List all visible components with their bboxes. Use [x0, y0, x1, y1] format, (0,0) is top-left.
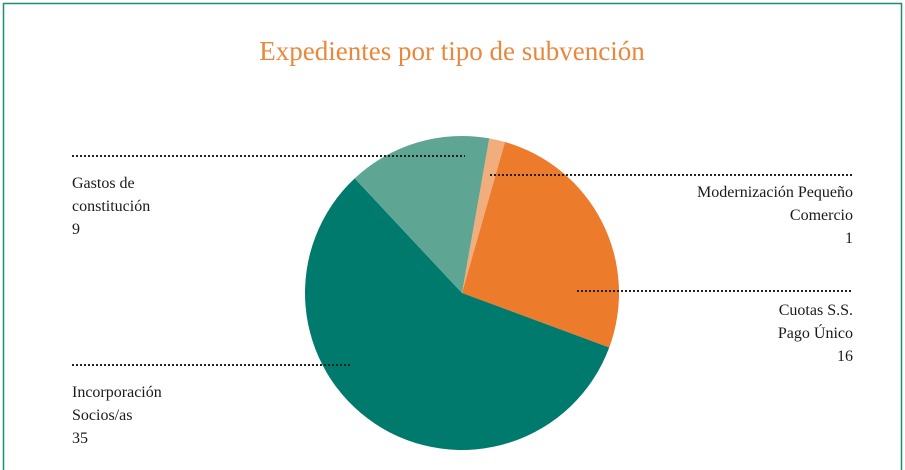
- slice: [305, 178, 610, 451]
- label: Incorporación Socios/as 35: [72, 381, 202, 450]
- slice: [462, 142, 619, 348]
- label-value: 1: [845, 230, 853, 247]
- label-name: Modernización Pequeño Comercio: [697, 184, 853, 224]
- label-name: Cuotas S.S. Pago Único: [777, 302, 853, 342]
- slice: [354, 136, 490, 293]
- label: Cuotas S.S. Pago Único 16: [758, 299, 853, 368]
- label-name: Gastos de constitución: [72, 175, 151, 215]
- label-name: Incorporación Socios/as: [72, 384, 162, 424]
- chart-title: Expedientes por tipo de subvención: [259, 36, 645, 66]
- slice: [462, 138, 506, 293]
- label-value: 35: [72, 430, 88, 447]
- label-value: 9: [72, 221, 80, 238]
- label-value: 16: [837, 348, 853, 365]
- label: Modernización Pequeño Comercio 1: [673, 181, 853, 250]
- label: Gastos de constitución 9: [72, 172, 177, 241]
